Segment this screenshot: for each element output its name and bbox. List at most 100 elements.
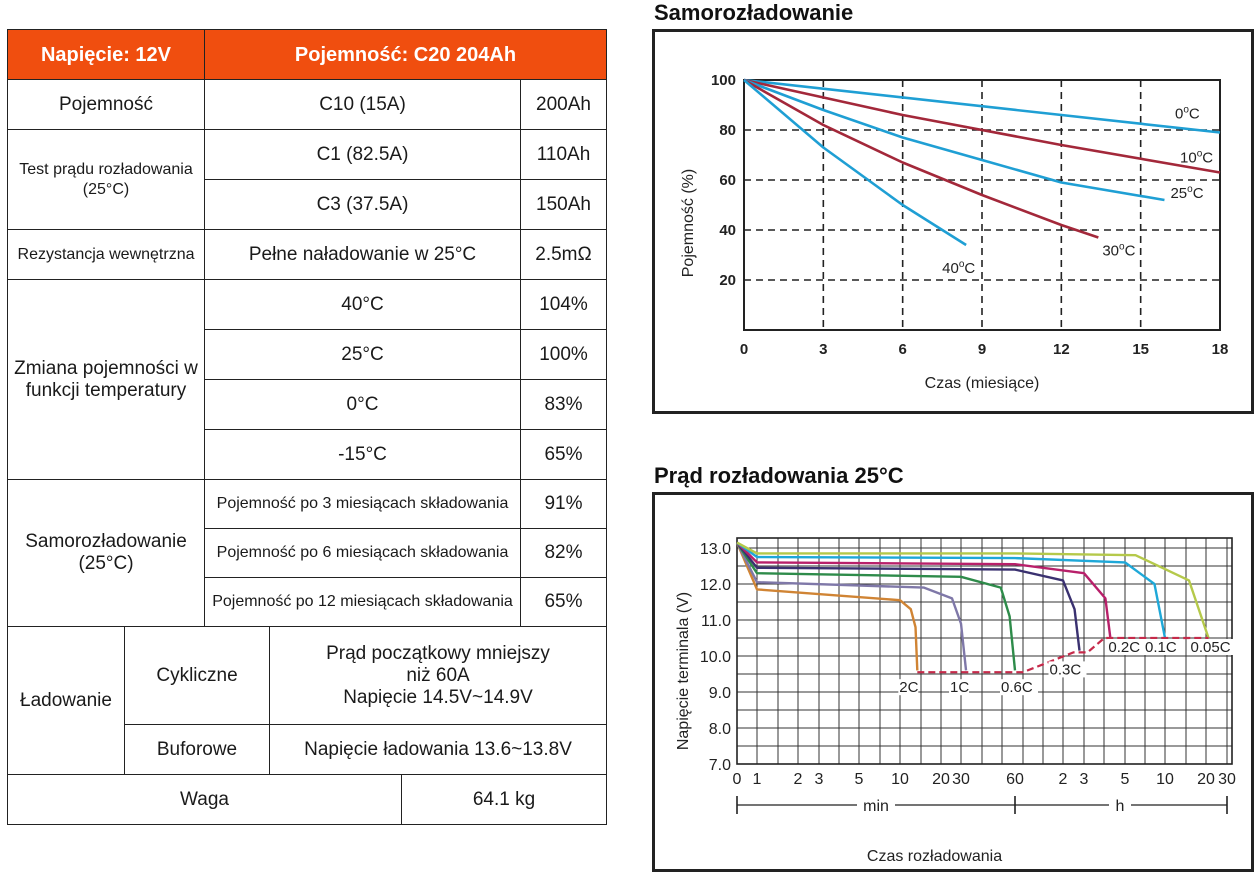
x-tick-label: 2 bbox=[1059, 771, 1068, 788]
discharge-c1-value: 110Ah bbox=[520, 129, 607, 180]
capacity-c10-value: 200Ah bbox=[520, 79, 607, 130]
y-tick-label: 9.0 bbox=[709, 685, 731, 702]
series-label: 0.3C bbox=[1049, 661, 1081, 678]
resistance-value: 2.5mΩ bbox=[520, 229, 607, 280]
x-tick-label: 3 bbox=[819, 341, 827, 358]
cyclic-desc-voltage: Napięcie 14.5V~14.9V bbox=[343, 686, 533, 708]
unit-label-bg bbox=[857, 794, 895, 816]
x-tick-label: 20 bbox=[932, 771, 950, 788]
x-tick-label: 15 bbox=[1132, 341, 1149, 358]
series-label: 0.6C bbox=[1001, 679, 1033, 696]
x-axis-label: Czas (miesiące) bbox=[925, 375, 1040, 392]
x-unit-min: min bbox=[863, 798, 889, 815]
y-tick-label: 100 bbox=[711, 72, 736, 89]
selfdischarge-period: Pojemność po 12 miesiącach składowania bbox=[204, 577, 521, 627]
capacity-label: Pojemność bbox=[7, 79, 205, 130]
series-label: 0oC bbox=[1175, 105, 1200, 123]
temp-row-temp: -15°C bbox=[204, 429, 521, 480]
series-label: 2C bbox=[899, 679, 918, 696]
series-label: 40oC bbox=[942, 259, 975, 277]
x-tick-label: 5 bbox=[1121, 771, 1130, 788]
series-label: 25oC bbox=[1170, 184, 1203, 202]
series-line bbox=[736, 541, 1081, 651]
series-label: 0.2C bbox=[1108, 639, 1140, 656]
series-label-bg bbox=[1107, 639, 1146, 655]
temp-row-temp: 25°C bbox=[204, 329, 521, 380]
unit-label-bg bbox=[1109, 794, 1131, 816]
x-tick-label: 30 bbox=[952, 771, 970, 788]
cutoff-line bbox=[917, 636, 1209, 674]
selfdischarge-period: Pojemność po 3 miesiącach składowania bbox=[204, 479, 521, 529]
series-label-bg bbox=[1189, 639, 1237, 655]
chart-title-discharge: Prąd rozładowania 25°C bbox=[654, 463, 904, 488]
discharge-test-label: Test prądu rozładowania (25°C) bbox=[7, 129, 205, 230]
series-line bbox=[743, 79, 967, 247]
plot-area bbox=[743, 79, 1221, 331]
series-label: 0.1C bbox=[1145, 639, 1177, 656]
selfdischarge-chart: 0 3 6 9 12 15 18 20 40 60 80 100 0oC 10oC 25oC 30oC 40oC… bbox=[680, 72, 1228, 392]
series-line bbox=[743, 78, 1165, 202]
spec-table: Napięcie: 12V Pojemność: C20 204Ah Pojem… bbox=[7, 29, 607, 825]
series-label-bg bbox=[898, 679, 919, 696]
series-line bbox=[735, 542, 968, 671]
series-label: 10oC bbox=[1180, 149, 1213, 167]
series-line bbox=[735, 541, 1017, 671]
x-tick-label: 0 bbox=[740, 341, 748, 358]
y-tick-label: 11.0 bbox=[701, 613, 731, 630]
y-tick-label: 80 bbox=[719, 122, 736, 139]
series-line bbox=[743, 78, 1099, 239]
weight-label: Waga bbox=[7, 774, 402, 825]
series-label: 30oC bbox=[1102, 242, 1135, 260]
y-tick-label: 40 bbox=[719, 222, 736, 239]
series-line bbox=[735, 542, 919, 671]
y-axis-label: Napięcie terminala (V) bbox=[675, 592, 692, 750]
series-label-bg bbox=[949, 679, 970, 696]
cyclic-desc: Prąd początkowy mniejszy niż 60A Napięci… bbox=[269, 626, 607, 725]
capacity-c10: C10 (15A) bbox=[204, 79, 521, 130]
x-tick-label: 3 bbox=[1080, 771, 1089, 788]
temp-row-value: 104% bbox=[520, 279, 607, 330]
chart-frame-selfdischarge: 0 3 6 9 12 15 18 20 40 60 80 100 0oC 10oC 25oC 30oC 40oC… bbox=[652, 29, 1254, 414]
x-tick-label: 10 bbox=[1156, 771, 1174, 788]
float-label: Buforowe bbox=[124, 724, 270, 775]
resistance-condition: Pełne naładowanie w 25°C bbox=[204, 229, 521, 280]
y-axis-label: Pojemność (%) bbox=[680, 169, 697, 277]
temp-row-temp: 40°C bbox=[204, 279, 521, 330]
discharge-c3-value: 150Ah bbox=[520, 179, 607, 230]
series-label: 1C bbox=[950, 679, 969, 696]
x-tick-label: 60 bbox=[1006, 771, 1024, 788]
series-line bbox=[736, 541, 1167, 639]
temp-label: Zmiana pojemności w funkcji temperatury bbox=[7, 279, 205, 480]
series-label-bg bbox=[1144, 639, 1182, 655]
x-tick-label: 9 bbox=[978, 341, 986, 358]
series-label: 0.05C bbox=[1191, 639, 1231, 656]
temp-row-value: 100% bbox=[520, 329, 607, 380]
temp-row-temp: 0°C bbox=[204, 379, 521, 430]
x-unit-h: h bbox=[1116, 798, 1125, 815]
resistance-label: Rezystancja wewnętrzna bbox=[7, 229, 205, 280]
weight-value: 64.1 kg bbox=[401, 774, 607, 825]
temp-row-value: 83% bbox=[520, 379, 607, 430]
x-tick-label: 10 bbox=[891, 771, 909, 788]
selfdischarge-period: Pojemność po 6 miesiącach składowania bbox=[204, 528, 521, 578]
x-tick-label: 30 bbox=[1218, 771, 1236, 788]
y-tick-label: 12.0 bbox=[700, 577, 731, 594]
x-tick-label: 3 bbox=[815, 771, 824, 788]
x-tick-label: 0 bbox=[733, 771, 742, 788]
x-tick-label: 12 bbox=[1053, 341, 1070, 358]
y-tick-label: 10.0 bbox=[700, 649, 731, 666]
series-line bbox=[743, 78, 1221, 134]
selfdischarge-value: 82% bbox=[520, 528, 607, 578]
x-tick-label: 20 bbox=[1197, 771, 1215, 788]
y-tick-label: 7.0 bbox=[709, 757, 731, 774]
chart-title-selfdischarge: Samorozładowanie bbox=[654, 0, 854, 25]
series-line bbox=[736, 541, 1112, 639]
temp-row-value: 65% bbox=[520, 429, 607, 480]
selfdischarge-value: 91% bbox=[520, 479, 607, 529]
cyclic-label: Cykliczne bbox=[124, 626, 270, 725]
x-axis-label: Czas rozładowania bbox=[867, 848, 1002, 865]
series-label-bg bbox=[1048, 661, 1087, 678]
cyclic-desc-current: Prąd początkowy mniejszy niż 60A bbox=[326, 642, 550, 686]
charging-label: Ładowanie bbox=[7, 626, 125, 775]
discharge-c1: C1 (82.5A) bbox=[204, 129, 521, 180]
